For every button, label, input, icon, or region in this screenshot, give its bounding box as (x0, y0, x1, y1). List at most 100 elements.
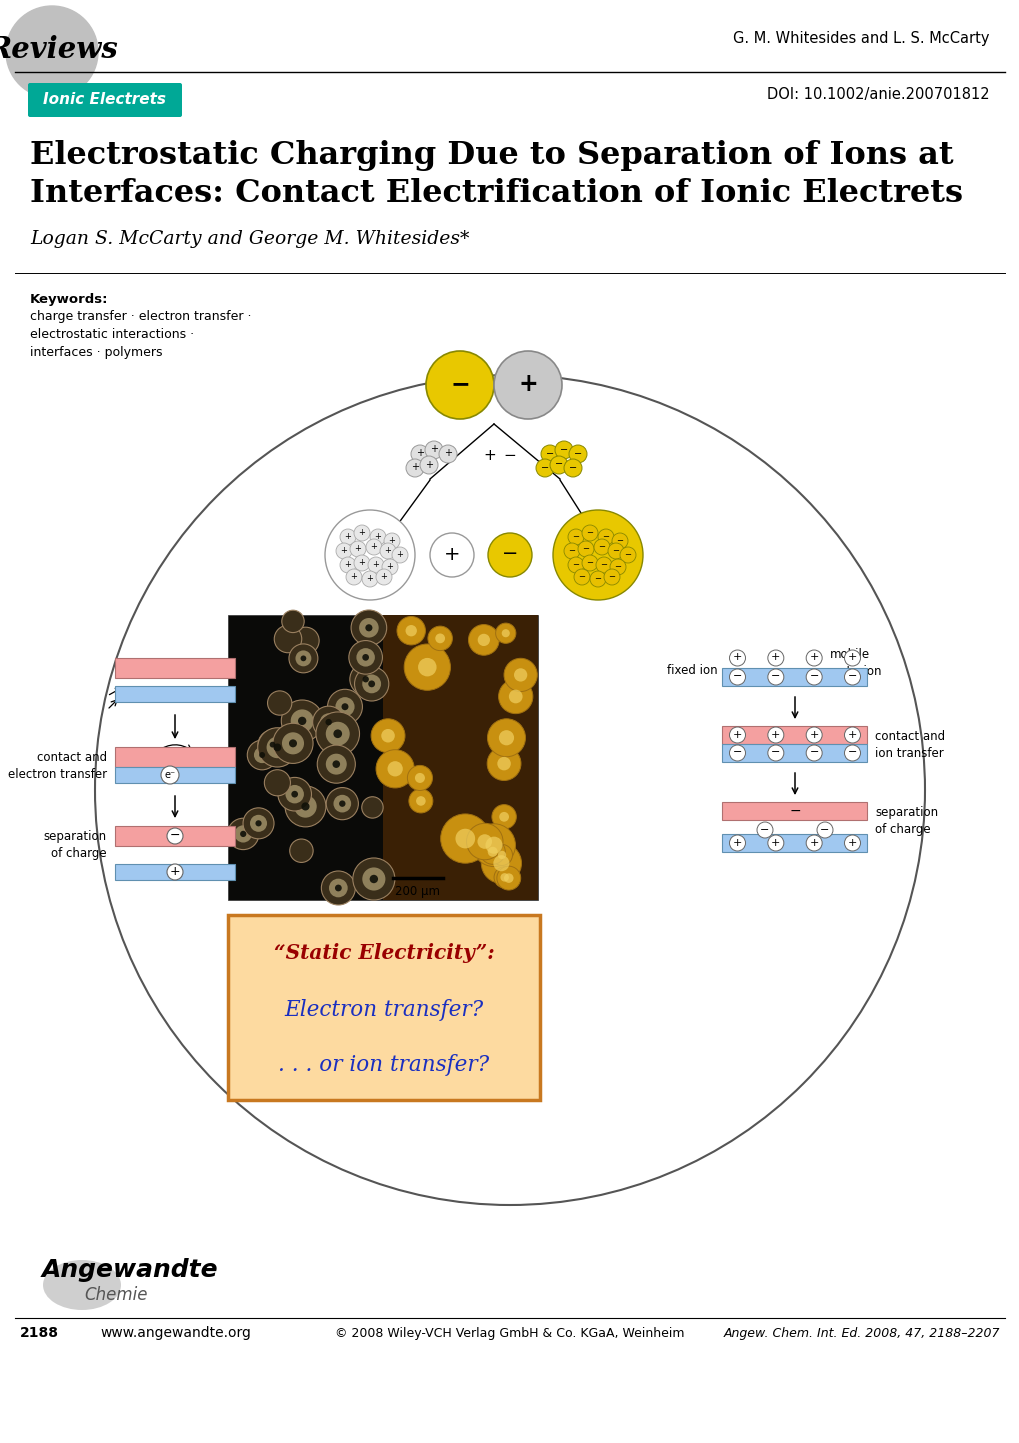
Text: +: + (770, 837, 780, 847)
Text: “Static Electricity”:: “Static Electricity”: (273, 942, 494, 962)
Circle shape (603, 569, 620, 584)
Circle shape (320, 713, 337, 732)
Text: +: + (847, 730, 856, 739)
Circle shape (329, 879, 347, 898)
FancyBboxPatch shape (115, 825, 234, 846)
Circle shape (498, 812, 508, 821)
Circle shape (498, 730, 514, 746)
Circle shape (354, 556, 370, 571)
Circle shape (167, 828, 182, 844)
Circle shape (380, 543, 395, 558)
Circle shape (298, 717, 306, 724)
Circle shape (362, 674, 381, 693)
Circle shape (354, 525, 370, 541)
Text: +: + (344, 532, 352, 541)
Circle shape (325, 722, 350, 746)
Circle shape (438, 444, 457, 463)
Circle shape (620, 547, 636, 563)
Circle shape (264, 769, 290, 797)
Circle shape (341, 703, 348, 710)
Text: −: − (586, 528, 593, 537)
Circle shape (239, 831, 247, 837)
Circle shape (574, 569, 589, 584)
Circle shape (345, 569, 362, 584)
FancyBboxPatch shape (721, 834, 866, 851)
FancyBboxPatch shape (721, 802, 866, 820)
Text: −: − (613, 561, 621, 571)
Circle shape (564, 543, 580, 558)
FancyBboxPatch shape (28, 84, 181, 117)
Circle shape (404, 644, 450, 690)
Text: −: − (578, 571, 585, 582)
FancyBboxPatch shape (115, 864, 234, 880)
Circle shape (729, 649, 745, 667)
Circle shape (611, 532, 628, 548)
Text: −: − (594, 574, 601, 583)
Circle shape (477, 834, 491, 848)
Circle shape (348, 641, 382, 674)
Circle shape (767, 670, 783, 685)
Text: −: − (559, 444, 568, 455)
Circle shape (365, 625, 372, 632)
Text: −: − (789, 804, 800, 818)
Circle shape (607, 543, 624, 558)
Text: +: + (380, 571, 387, 582)
Text: −: − (611, 545, 619, 556)
Circle shape (503, 873, 513, 883)
Circle shape (264, 736, 280, 753)
Text: DOI: 10.1002/anie.200701812: DOI: 10.1002/anie.200701812 (766, 88, 989, 102)
Circle shape (409, 789, 432, 812)
Text: −: − (568, 545, 575, 556)
Text: contact and
electron transfer: contact and electron transfer (8, 750, 107, 781)
Circle shape (273, 723, 313, 763)
Circle shape (805, 649, 821, 667)
Text: −: − (615, 535, 623, 545)
Text: +: + (416, 449, 424, 459)
Circle shape (535, 459, 553, 478)
Text: −: − (732, 671, 742, 681)
Text: +: + (355, 544, 361, 553)
Circle shape (357, 671, 374, 688)
Circle shape (325, 509, 415, 600)
Circle shape (481, 843, 521, 883)
Text: −: − (501, 544, 518, 564)
Text: −: − (770, 671, 780, 681)
Circle shape (366, 540, 382, 556)
Text: Ionic Electrets: Ionic Electrets (44, 92, 166, 107)
Circle shape (569, 444, 586, 463)
Circle shape (266, 736, 288, 758)
Text: +: + (770, 730, 780, 739)
Circle shape (430, 532, 474, 577)
Circle shape (335, 697, 355, 716)
Circle shape (273, 743, 281, 752)
Text: contact and
ion transfer: contact and ion transfer (874, 730, 945, 760)
Circle shape (805, 670, 821, 685)
Circle shape (729, 835, 745, 851)
Circle shape (351, 610, 386, 645)
Circle shape (500, 873, 508, 882)
Circle shape (290, 710, 314, 733)
Circle shape (491, 844, 512, 866)
Circle shape (267, 691, 291, 716)
Circle shape (371, 719, 405, 753)
FancyBboxPatch shape (721, 726, 866, 745)
Text: Electrostatic Charging Due to Separation of Ions at: Electrostatic Charging Due to Separation… (30, 140, 953, 172)
Circle shape (382, 558, 397, 574)
Circle shape (362, 797, 383, 818)
Circle shape (316, 711, 359, 756)
Text: +: + (370, 543, 377, 551)
Circle shape (376, 750, 414, 788)
Circle shape (383, 532, 399, 548)
Circle shape (816, 823, 833, 838)
Circle shape (508, 690, 522, 703)
Circle shape (387, 760, 403, 776)
Circle shape (355, 667, 388, 701)
Text: Logan S. McCarty and George M. Whitesides*: Logan S. McCarty and George M. Whiteside… (30, 229, 469, 248)
Text: Electron transfer?: Electron transfer? (284, 999, 483, 1022)
Circle shape (589, 571, 605, 587)
Text: −: − (770, 747, 780, 758)
Text: . . . or ion transfer?: . . . or ion transfer? (278, 1053, 489, 1076)
Text: +: + (809, 837, 818, 847)
Circle shape (497, 756, 511, 771)
FancyBboxPatch shape (721, 745, 866, 762)
